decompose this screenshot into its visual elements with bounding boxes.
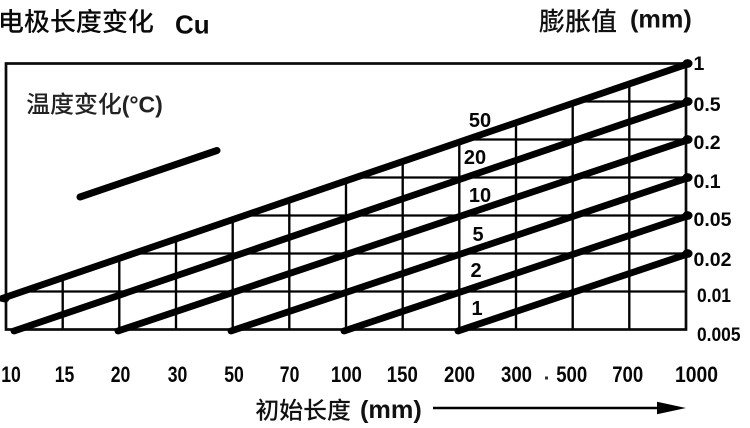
svg-text:1000: 1000 <box>675 362 718 387</box>
svg-text:0.005: 0.005 <box>697 324 741 346</box>
svg-text:50: 50 <box>224 362 244 387</box>
svg-text:150: 150 <box>387 362 418 387</box>
svg-text:(°C): (°C) <box>122 91 163 117</box>
svg-text:15: 15 <box>55 362 75 387</box>
svg-text:0.01: 0.01 <box>697 285 731 307</box>
svg-text:70: 70 <box>280 362 300 387</box>
svg-text:(mm): (mm) <box>630 6 692 34</box>
svg-text:0.5: 0.5 <box>694 94 721 116</box>
svg-text:700: 700 <box>612 362 643 387</box>
svg-text:100: 100 <box>331 362 362 387</box>
svg-text:(mm): (mm) <box>360 396 422 424</box>
svg-text:Cu: Cu <box>175 10 210 40</box>
svg-text:10: 10 <box>469 185 491 207</box>
svg-text:0.02: 0.02 <box>694 249 732 271</box>
svg-text:5: 5 <box>472 224 483 246</box>
svg-text:2: 2 <box>470 260 481 282</box>
svg-text:1: 1 <box>471 298 482 320</box>
svg-text:20: 20 <box>111 362 131 387</box>
svg-text:50: 50 <box>469 110 491 132</box>
svg-text:10: 10 <box>1 362 21 387</box>
svg-text:200: 200 <box>444 362 475 387</box>
svg-text:0.2: 0.2 <box>694 132 721 154</box>
svg-text:0.05: 0.05 <box>694 209 732 231</box>
svg-text:20: 20 <box>464 147 486 169</box>
svg-text:30: 30 <box>168 362 188 387</box>
svg-text:0.1: 0.1 <box>694 171 721 193</box>
svg-text:300: 300 <box>501 362 532 387</box>
svg-text:1: 1 <box>694 53 705 75</box>
svg-text:500: 500 <box>556 362 587 387</box>
